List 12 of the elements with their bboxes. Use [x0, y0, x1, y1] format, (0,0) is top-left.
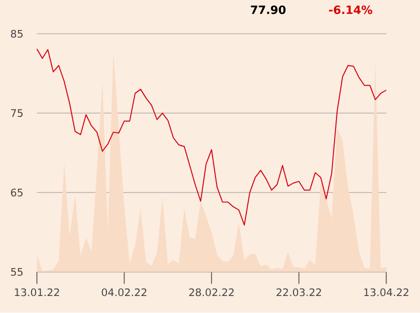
x-tick-label: 13.04.22 [364, 288, 408, 296]
text: -6.14% [329, 6, 372, 14]
line-series [36, 48, 387, 226]
x-tick-label: 28.02.22 [189, 288, 234, 296]
y-tick-label: 75 [11, 109, 23, 118]
x-tick-label: 22.03.22 [276, 288, 321, 296]
x-tick-label: 04.02.22 [102, 288, 146, 296]
x-tick-label: 13.01.22 [14, 288, 59, 296]
y-tick-label: 85 [10, 30, 23, 38]
y-tick-label: 55 [11, 268, 23, 276]
text: 77.90 [250, 6, 286, 14]
y-tick-label: 65 [10, 188, 23, 197]
